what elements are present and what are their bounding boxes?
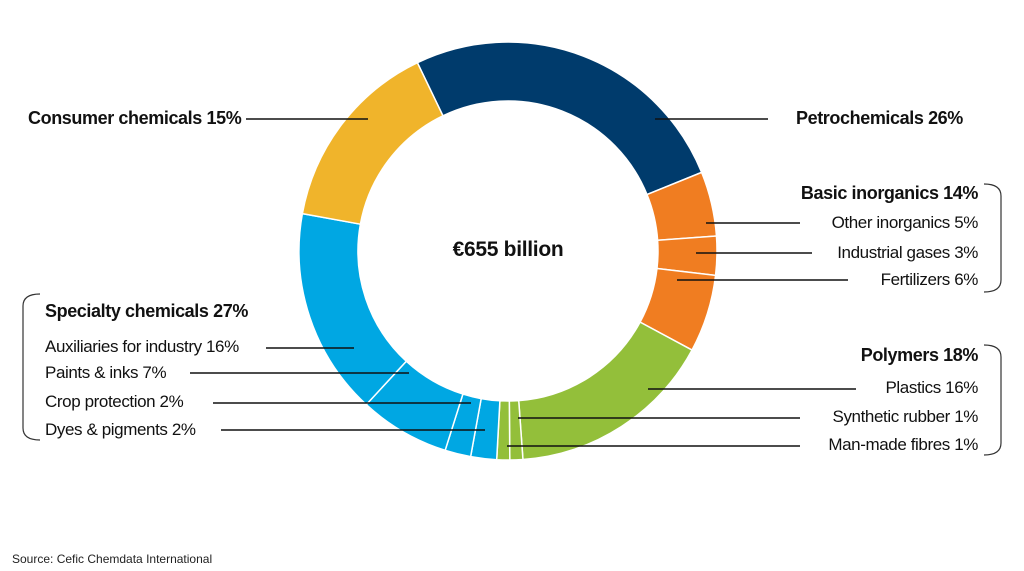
slice-auxiliaries-for-industry	[298, 212, 408, 406]
label-paints-inks: Paints & inks 7%	[45, 363, 167, 382]
donut-slices	[298, 41, 718, 461]
source-note: Source: Cefic Chemdata International	[12, 552, 213, 566]
leader-lines	[190, 118, 856, 447]
label-other-inorganics: Other inorganics 5%	[831, 213, 979, 232]
label-petrochemicals: Petrochemicals 26%	[796, 108, 963, 128]
bracket-polymers	[983, 344, 1002, 456]
label-basic-inorganics: Basic inorganics 14%	[800, 183, 978, 203]
label-plastics: Plastics 16%	[885, 378, 978, 397]
slice-consumer-chemicals	[301, 61, 444, 226]
slice-plastics	[517, 321, 694, 461]
bracket-basic-inorganics	[983, 183, 1002, 293]
label-consumer-chemicals: Consumer chemicals 15%	[28, 108, 242, 128]
bracket-specialty	[22, 293, 41, 441]
label-fertilizers: Fertilizers 6%	[880, 270, 979, 289]
label-dyes-pigments: Dyes & pigments 2%	[45, 420, 196, 439]
label-crop-protection: Crop protection 2%	[45, 392, 184, 411]
label-polymers: Polymers 18%	[860, 345, 979, 365]
group-brackets	[22, 183, 1002, 456]
label-synthetic-rubber: Synthetic rubber 1%	[832, 407, 979, 426]
center-total-label: €655 billion	[452, 238, 564, 261]
label-industrial-gases: Industrial gases 3%	[837, 243, 978, 262]
label-man-made-fibres: Man-made fibres 1%	[828, 435, 978, 454]
label-specialty-chemicals: Specialty chemicals 27%	[45, 301, 248, 321]
label-auxiliaries: Auxiliaries for industry 16%	[45, 337, 239, 356]
